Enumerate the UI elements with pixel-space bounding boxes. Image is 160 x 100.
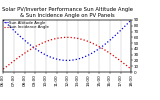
Text: Solar PV/Inverter Performance Sun Altitude Angle & Sun Incidence Angle on PV Pan: Solar PV/Inverter Performance Sun Altitu… — [2, 7, 133, 18]
Legend: Sun Altitude Angle, Sun Incidence Angle: Sun Altitude Angle, Sun Incidence Angle — [4, 20, 50, 29]
